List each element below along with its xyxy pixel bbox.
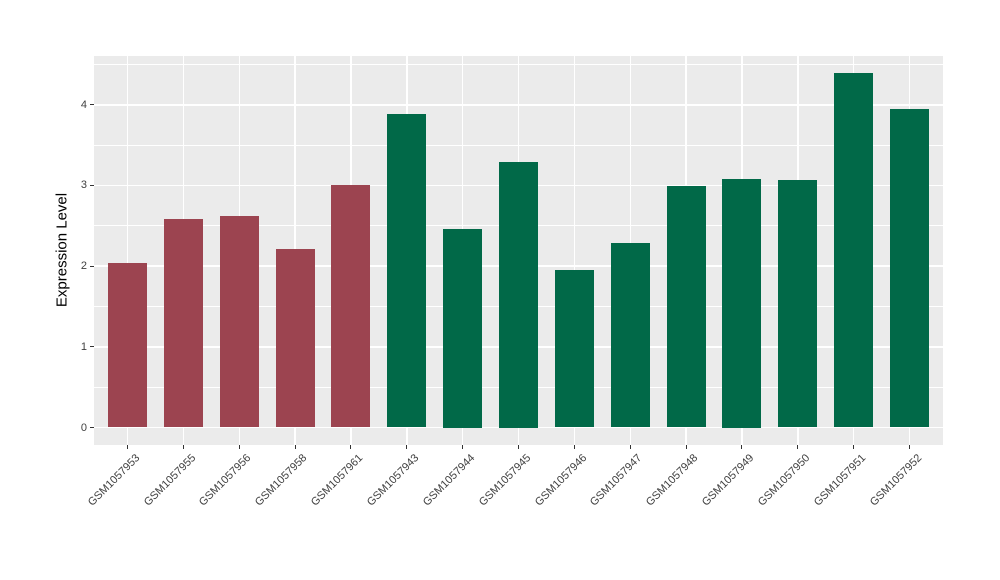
y-tick-label: 3	[80, 179, 87, 192]
x-tick-mark	[238, 445, 240, 449]
x-tick-mark	[741, 445, 743, 449]
x-tick-label: GSM1057946	[532, 452, 589, 509]
x-tick-label: GSM1057948	[644, 452, 701, 509]
bar	[108, 262, 148, 428]
bar	[219, 216, 259, 428]
x-tick-label: GSM1057944	[420, 452, 478, 509]
x-tick-mark	[127, 445, 128, 449]
x-tick-mark	[573, 445, 575, 449]
x-tick-label: GSM1057953	[85, 452, 142, 509]
bar	[666, 186, 706, 428]
x-tick-mark	[685, 445, 687, 449]
x-tick-mark	[462, 445, 464, 449]
y-tick-mark	[90, 184, 94, 186]
bar	[778, 179, 818, 428]
y-tick-label: 1	[80, 340, 87, 353]
bar	[499, 162, 539, 428]
y-tick-mark	[90, 346, 94, 348]
y-tick-mark	[90, 265, 94, 267]
x-tick-mark	[797, 445, 799, 449]
plot-panel	[94, 56, 943, 445]
y-tick-label: 2	[80, 260, 87, 273]
y-tick-mark	[90, 104, 94, 106]
gridline-vertical	[126, 56, 129, 445]
bar	[889, 108, 929, 428]
bar	[554, 270, 594, 428]
x-tick-mark	[853, 445, 855, 449]
bar	[331, 184, 371, 428]
gridline-vertical	[573, 56, 576, 445]
x-tick-label: GSM1057945	[476, 452, 533, 509]
y-tick-label: 4	[80, 98, 87, 111]
x-tick-label: GSM1057950	[755, 452, 813, 509]
x-tick-label: GSM1057943	[364, 452, 422, 509]
bar	[387, 114, 427, 428]
y-axis-title: Expression Level	[53, 192, 71, 308]
x-tick-label: GSM1057952	[867, 452, 924, 509]
x-tick-mark	[518, 445, 519, 449]
x-tick-label: GSM1057958	[253, 452, 310, 509]
bar	[443, 229, 483, 428]
y-tick-label: 0	[80, 421, 87, 434]
bar	[610, 242, 650, 428]
y-tick-mark	[90, 427, 94, 428]
bar	[163, 219, 203, 428]
x-tick-label: GSM1057947	[588, 452, 645, 509]
bar	[275, 249, 315, 428]
x-tick-mark	[294, 445, 296, 449]
x-tick-label: GSM1057956	[197, 452, 254, 509]
bar	[722, 179, 762, 428]
x-tick-label: GSM1057961	[308, 452, 366, 509]
x-tick-label: GSM1057955	[141, 452, 198, 509]
x-tick-mark	[629, 445, 631, 449]
x-tick-mark	[182, 445, 184, 449]
bar	[834, 73, 874, 428]
x-tick-mark	[909, 445, 910, 449]
x-tick-mark	[406, 445, 408, 449]
x-tick-mark	[350, 445, 352, 449]
x-tick-label: GSM1057949	[699, 452, 757, 509]
x-tick-label: GSM1057951	[811, 452, 869, 509]
